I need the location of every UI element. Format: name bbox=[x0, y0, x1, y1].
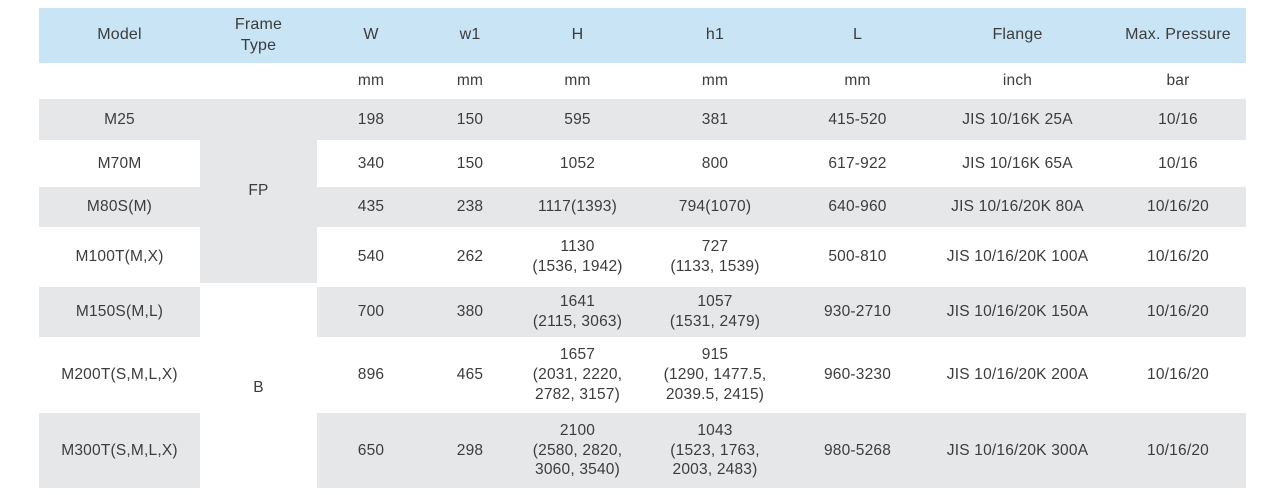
header-frame-type: Frame Type bbox=[200, 8, 317, 63]
unit-l: mm bbox=[790, 67, 925, 95]
cell-h: 1052 bbox=[515, 144, 640, 183]
cell-model: M100T(M,X) bbox=[39, 231, 200, 283]
cell-w: 650 bbox=[317, 413, 425, 488]
cell-flange: JIS 10/16/20K 300A bbox=[925, 413, 1110, 488]
header-model: Model bbox=[39, 8, 200, 63]
cell-model: M300T(S,M,L,X) bbox=[39, 413, 200, 488]
unit-h1: mm bbox=[640, 67, 790, 95]
cell-pressure: 10/16/20 bbox=[1110, 413, 1246, 488]
table-row: M300T(S,M,L,X) 650 298 2100 (2580, 2820,… bbox=[39, 413, 1246, 488]
table-row: M100T(M,X) 540 262 1130 (1536, 1942) 727… bbox=[39, 231, 1246, 283]
cell-w1: 238 bbox=[425, 187, 515, 227]
cell-l: 980-5268 bbox=[790, 413, 925, 488]
cell-w1: 380 bbox=[425, 287, 515, 337]
cell-l: 415-520 bbox=[790, 99, 925, 140]
cell-model: M25 bbox=[39, 99, 200, 140]
table-row: M80S(M) 435 238 1117(1393) 794(1070) 640… bbox=[39, 187, 1246, 227]
cell-w1: 262 bbox=[425, 231, 515, 283]
cell-model: M70M bbox=[39, 144, 200, 183]
cell-frame-type-fp: FP bbox=[200, 99, 317, 283]
unit-frame bbox=[200, 67, 317, 95]
cell-w1: 150 bbox=[425, 144, 515, 183]
cell-frame-type-b: B bbox=[200, 287, 317, 488]
cell-flange: JIS 10/16/20K 200A bbox=[925, 341, 1110, 409]
cell-h: 1117(1393) bbox=[515, 187, 640, 227]
cell-h: 1130 (1536, 1942) bbox=[515, 231, 640, 283]
cell-h1: 1057 (1531, 2479) bbox=[640, 287, 790, 337]
cell-h1: 800 bbox=[640, 144, 790, 183]
cell-l: 500-810 bbox=[790, 231, 925, 283]
cell-h: 1657 (2031, 2220, 2782, 3157) bbox=[515, 341, 640, 409]
cell-l: 617-922 bbox=[790, 144, 925, 183]
header-row: Model Frame Type W w1 H h1 L Flange Max.… bbox=[39, 8, 1246, 63]
cell-w: 198 bbox=[317, 99, 425, 140]
header-h1: h1 bbox=[640, 8, 790, 63]
header-w1: w1 bbox=[425, 8, 515, 63]
cell-w1: 298 bbox=[425, 413, 515, 488]
cell-flange: JIS 10/16K 25A bbox=[925, 99, 1110, 140]
cell-model: M80S(M) bbox=[39, 187, 200, 227]
header-l: L bbox=[790, 8, 925, 63]
cell-flange: JIS 10/16K 65A bbox=[925, 144, 1110, 183]
cell-flange: JIS 10/16/20K 100A bbox=[925, 231, 1110, 283]
cell-h: 1641 (2115, 3063) bbox=[515, 287, 640, 337]
cell-pressure: 10/16 bbox=[1110, 144, 1246, 183]
units-row: mm mm mm mm mm inch bar bbox=[39, 67, 1246, 95]
cell-h1: 915 (1290, 1477.5, 2039.5, 2415) bbox=[640, 341, 790, 409]
cell-w: 435 bbox=[317, 187, 425, 227]
unit-model bbox=[39, 67, 200, 95]
spec-table: Model Frame Type W w1 H h1 L Flange Max.… bbox=[39, 4, 1246, 492]
unit-h: mm bbox=[515, 67, 640, 95]
unit-w1: mm bbox=[425, 67, 515, 95]
cell-h1: 794(1070) bbox=[640, 187, 790, 227]
header-flange: Flange bbox=[925, 8, 1110, 63]
cell-l: 960-3230 bbox=[790, 341, 925, 409]
cell-pressure: 10/16/20 bbox=[1110, 287, 1246, 337]
cell-model: M200T(S,M,L,X) bbox=[39, 341, 200, 409]
cell-l: 640-960 bbox=[790, 187, 925, 227]
unit-w: mm bbox=[317, 67, 425, 95]
cell-w: 540 bbox=[317, 231, 425, 283]
cell-h1: 1043 (1523, 1763, 2003, 2483) bbox=[640, 413, 790, 488]
table-row: M25 FP 198 150 595 381 415-520 JIS 10/16… bbox=[39, 99, 1246, 283]
cell-flange: JIS 10/16/20K 80A bbox=[925, 187, 1110, 227]
cell-w: 700 bbox=[317, 287, 425, 337]
cell-model: M150S(M,L) bbox=[39, 287, 200, 337]
header-w: W bbox=[317, 8, 425, 63]
cell-h1: 381 bbox=[640, 99, 790, 140]
header-max-pressure: Max. Pressure bbox=[1110, 8, 1246, 63]
cell-w: 340 bbox=[317, 144, 425, 183]
cell-pressure: 10/16/20 bbox=[1110, 187, 1246, 227]
cell-pressure: 10/16/20 bbox=[1110, 231, 1246, 283]
cell-h1: 727 (1133, 1539) bbox=[640, 231, 790, 283]
cell-h: 595 bbox=[515, 99, 640, 140]
unit-pressure: bar bbox=[1110, 67, 1246, 95]
cell-flange: JIS 10/16/20K 150A bbox=[925, 287, 1110, 337]
header-h: H bbox=[515, 8, 640, 63]
unit-flange: inch bbox=[925, 67, 1110, 95]
cell-pressure: 10/16 bbox=[1110, 99, 1246, 140]
cell-pressure: 10/16/20 bbox=[1110, 341, 1246, 409]
table-row: M200T(S,M,L,X) 896 465 1657 (2031, 2220,… bbox=[39, 341, 1246, 409]
table-row: M70M 340 150 1052 800 617-922 JIS 10/16K… bbox=[39, 144, 1246, 183]
cell-w1: 150 bbox=[425, 99, 515, 140]
cell-l: 930-2710 bbox=[790, 287, 925, 337]
cell-w1: 465 bbox=[425, 341, 515, 409]
table-row: M150S(M,L) B 700 380 1641 (2115, 3063) 1… bbox=[39, 287, 1246, 488]
cell-w: 896 bbox=[317, 341, 425, 409]
cell-h: 2100 (2580, 2820, 3060, 3540) bbox=[515, 413, 640, 488]
